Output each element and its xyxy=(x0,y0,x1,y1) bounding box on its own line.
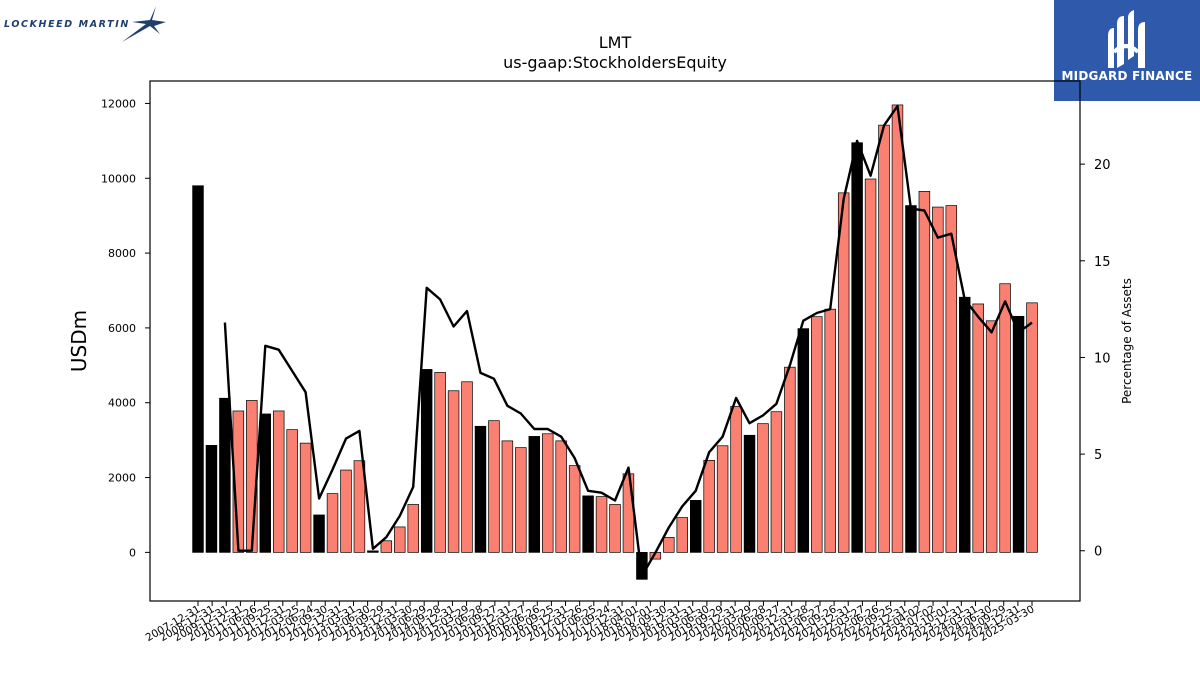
annual-bar xyxy=(797,328,810,553)
quarterly-bar xyxy=(811,316,823,553)
quarterly-bar xyxy=(716,445,729,553)
quarterly-bar xyxy=(299,442,312,553)
pct-of-assets-line xyxy=(223,104,1033,578)
quarterly-bar xyxy=(972,303,984,553)
y-tick-label: 4000 xyxy=(108,397,136,410)
chart-title: LMT xyxy=(599,33,632,52)
bar-series xyxy=(192,104,1038,580)
y-axis-label: USDm xyxy=(67,310,91,372)
chart-subtitle: us-gaap:StockholdersEquity xyxy=(503,53,727,72)
quarterly-bar xyxy=(918,191,931,553)
quarterly-bar xyxy=(555,440,567,553)
y-axis-left: 0 2000 4000 6000 8000 10000 12000 xyxy=(101,97,150,559)
y-tick-label: 2000 xyxy=(108,472,136,485)
annual-bar xyxy=(528,436,541,553)
quarterly-bar xyxy=(461,381,473,553)
quarterly-bar xyxy=(272,410,285,553)
quarterly-bar xyxy=(932,206,944,553)
quarterly-bar xyxy=(757,423,769,553)
y-tick-label: 12000 xyxy=(101,97,136,110)
y-tick-label: 8000 xyxy=(108,247,136,260)
annual-bar xyxy=(259,413,271,553)
y2-tick-label: 0 xyxy=(1094,545,1102,560)
plot-frame xyxy=(149,80,1081,602)
y-tick-label: 10000 xyxy=(101,172,136,185)
lm-star-icon xyxy=(122,6,166,42)
quarterly-bar xyxy=(985,320,998,553)
lockheed-martin-logo xyxy=(122,6,166,42)
quarterly-bar xyxy=(568,465,581,553)
annual-bar xyxy=(959,296,971,553)
quarterly-bar xyxy=(770,411,783,553)
quarterly-bar xyxy=(891,104,904,553)
annual-bar xyxy=(219,397,231,553)
quarterly-bar xyxy=(501,440,514,553)
quarterly-bar xyxy=(447,390,460,553)
y2-tick-label: 5 xyxy=(1094,448,1102,463)
quarterly-bar xyxy=(945,205,958,553)
y2-tick-label: 20 xyxy=(1094,158,1111,173)
quarterly-bar xyxy=(663,537,675,553)
annual-bar xyxy=(1012,315,1025,553)
quarterly-bar xyxy=(609,504,621,553)
annual-bar xyxy=(905,205,917,553)
annual-bar xyxy=(313,514,325,553)
quarterly-bar xyxy=(434,372,446,553)
quarterly-bar xyxy=(286,429,298,553)
quarterly-bar xyxy=(1026,302,1038,553)
quarterly-bar xyxy=(542,433,554,553)
y-tick-label: 6000 xyxy=(108,322,136,335)
quarterly-bar xyxy=(595,496,608,553)
annual-bar xyxy=(205,445,218,553)
quarterly-bar xyxy=(837,192,850,553)
quarterly-bar xyxy=(784,366,796,553)
annual-bar xyxy=(420,369,433,553)
y-tick-label: 0 xyxy=(129,546,136,559)
lockheed-martin-wordmark: LOCKHEED MARTIN xyxy=(4,19,130,30)
y-axis-right: 0 5 10 15 20 xyxy=(1080,158,1111,560)
quarterly-bar xyxy=(353,460,366,553)
y2-axis-label: Percentage of Assets xyxy=(1120,278,1134,404)
annual-bar xyxy=(474,425,487,553)
annual-bar xyxy=(367,550,379,553)
quarterly-bar xyxy=(340,469,352,553)
quarterly-bar xyxy=(824,308,836,553)
quarterly-bar xyxy=(878,124,890,553)
y2-tick-label: 10 xyxy=(1094,351,1111,366)
annual-bar xyxy=(582,495,594,553)
quarterly-bar xyxy=(622,473,635,553)
quarterly-bar xyxy=(515,447,527,553)
quarterly-bar xyxy=(407,504,419,553)
pct-line-series xyxy=(223,104,1033,578)
midgard-finance-wordmark: MIDGARD FINANCE xyxy=(1061,69,1193,83)
annual-bar xyxy=(743,434,756,553)
quarterly-bar xyxy=(380,540,393,553)
midgard-m-icon xyxy=(1108,10,1145,68)
annual-bar xyxy=(689,500,702,553)
quarterly-bar xyxy=(326,493,339,553)
y2-tick-label: 15 xyxy=(1094,255,1111,270)
quarterly-bar xyxy=(703,459,715,553)
quarterly-bar xyxy=(488,420,500,553)
annual-bar xyxy=(851,142,863,553)
quarterly-bar xyxy=(730,406,742,553)
x-axis: 2007-12-312008-12-312009-12-312010-12-31… xyxy=(144,601,1037,644)
quarterly-bar xyxy=(999,283,1011,553)
annual-bar xyxy=(192,185,204,553)
quarterly-bar xyxy=(394,526,406,553)
quarterly-bar xyxy=(232,410,245,553)
quarterly-bar xyxy=(864,178,877,553)
quarterly-bar xyxy=(676,517,688,553)
midgard-finance-logo: MIDGARD FINANCE xyxy=(1054,0,1200,101)
